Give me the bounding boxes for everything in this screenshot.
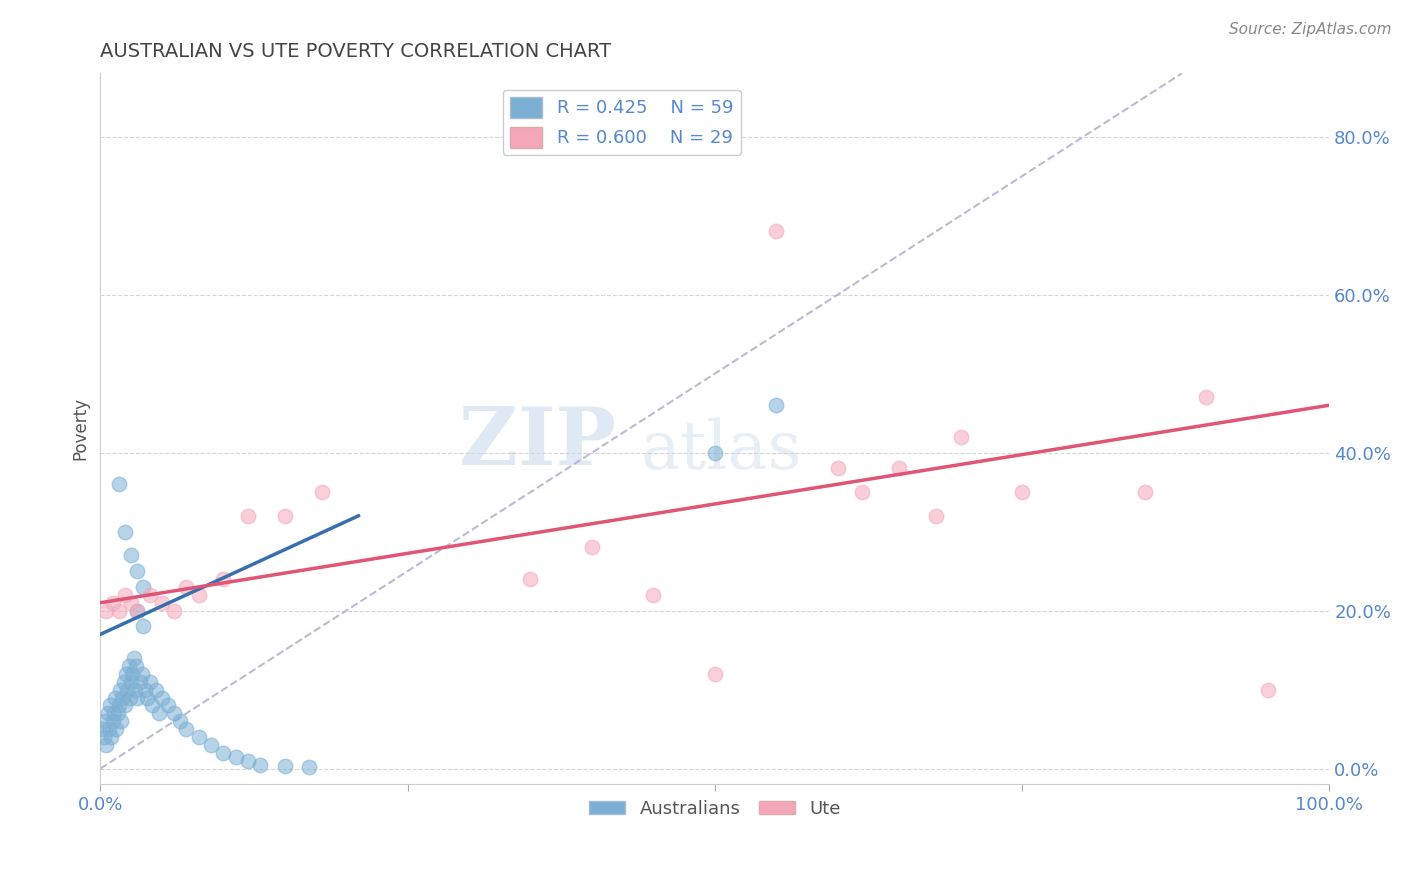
Point — [889, 461, 911, 475]
Point — [176, 722, 198, 736]
Point — [114, 588, 136, 602]
Point — [1133, 485, 1156, 500]
Point — [120, 549, 142, 563]
Point — [311, 485, 333, 500]
Point — [273, 508, 295, 523]
Point — [519, 572, 541, 586]
Point — [127, 690, 149, 705]
Legend: Australians, Ute: Australians, Ute — [582, 793, 848, 825]
Point — [114, 524, 136, 539]
Point — [145, 682, 167, 697]
Point — [138, 674, 160, 689]
Point — [120, 674, 142, 689]
Point — [127, 604, 149, 618]
Point — [851, 485, 873, 500]
Point — [100, 730, 122, 744]
Point — [703, 445, 725, 459]
Point — [105, 722, 128, 736]
Point — [131, 666, 153, 681]
Point — [765, 398, 787, 412]
Point — [212, 746, 235, 760]
Point — [581, 541, 603, 555]
Point — [273, 759, 295, 773]
Point — [212, 572, 235, 586]
Point — [91, 722, 114, 736]
Point — [115, 666, 138, 681]
Text: Source: ZipAtlas.com: Source: ZipAtlas.com — [1229, 22, 1392, 37]
Point — [925, 508, 948, 523]
Point — [107, 706, 129, 721]
Point — [101, 714, 124, 729]
Point — [94, 714, 117, 729]
Point — [124, 682, 146, 697]
Point — [93, 730, 115, 744]
Point — [827, 461, 849, 475]
Point — [104, 690, 127, 705]
Text: atlas: atlas — [641, 417, 803, 483]
Point — [949, 430, 972, 444]
Text: AUSTRALIAN VS UTE POVERTY CORRELATION CHART: AUSTRALIAN VS UTE POVERTY CORRELATION CH… — [100, 42, 612, 61]
Point — [1195, 390, 1218, 404]
Point — [225, 749, 247, 764]
Point — [114, 698, 136, 713]
Point — [150, 690, 173, 705]
Point — [108, 682, 131, 697]
Point — [107, 698, 129, 713]
Point — [148, 706, 170, 721]
Point — [107, 604, 129, 618]
Point — [120, 596, 142, 610]
Point — [127, 604, 149, 618]
Point — [1257, 682, 1279, 697]
Point — [132, 580, 155, 594]
Point — [97, 706, 120, 721]
Point — [127, 564, 149, 578]
Point — [249, 757, 271, 772]
Point — [96, 604, 118, 618]
Point — [125, 659, 148, 673]
Point — [121, 666, 143, 681]
Point — [703, 666, 725, 681]
Point — [156, 698, 179, 713]
Point — [150, 596, 173, 610]
Point — [643, 588, 665, 602]
Point — [134, 682, 156, 697]
Point — [200, 738, 222, 752]
Point — [112, 674, 135, 689]
Point — [128, 674, 150, 689]
Point — [765, 224, 787, 238]
Point — [117, 659, 139, 673]
Point — [132, 619, 155, 633]
Point — [98, 698, 121, 713]
Point — [236, 508, 259, 523]
Point — [141, 698, 163, 713]
Point — [122, 651, 145, 665]
Point — [176, 580, 198, 594]
Point — [187, 588, 209, 602]
Point — [103, 706, 125, 721]
Point — [101, 596, 124, 610]
Point — [110, 714, 132, 729]
Point — [111, 690, 134, 705]
Text: ZIP: ZIP — [460, 404, 616, 483]
Point — [96, 738, 118, 752]
Point — [117, 682, 139, 697]
Point — [187, 730, 209, 744]
Point — [1011, 485, 1033, 500]
Point — [107, 477, 129, 491]
Y-axis label: Poverty: Poverty — [72, 398, 89, 460]
Point — [138, 588, 160, 602]
Point — [236, 754, 259, 768]
Point — [118, 690, 141, 705]
Point — [163, 604, 186, 618]
Point — [136, 690, 159, 705]
Point — [169, 714, 191, 729]
Point — [163, 706, 186, 721]
Point — [97, 722, 120, 736]
Point — [298, 760, 321, 774]
